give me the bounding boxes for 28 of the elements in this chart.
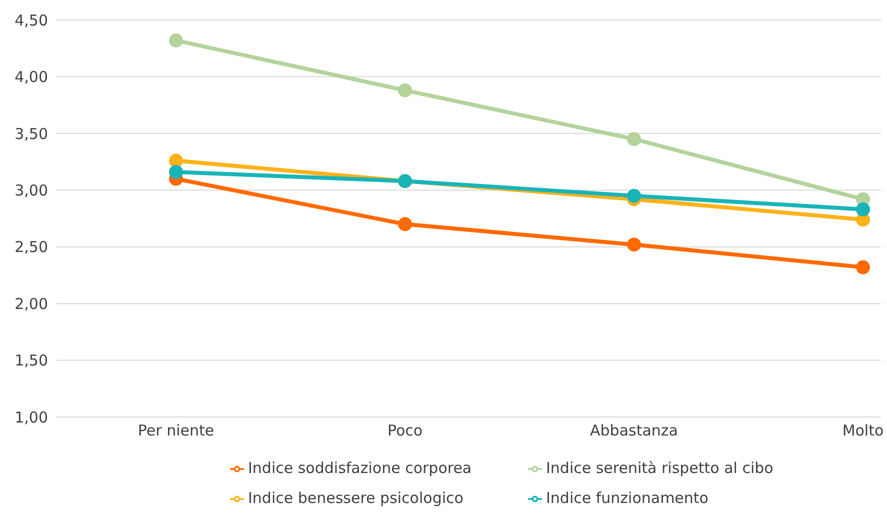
y-tick-label: 3,00 xyxy=(14,181,48,200)
point xyxy=(169,164,183,179)
point xyxy=(627,238,641,252)
y-tick-label: 1,00 xyxy=(14,408,48,426)
x-tick-label: Molto xyxy=(842,422,884,440)
y-tick-label: 2,50 xyxy=(14,238,48,256)
point xyxy=(627,132,641,146)
y-tick-label: 4,50 xyxy=(14,11,48,30)
point xyxy=(627,188,641,203)
point xyxy=(398,83,412,98)
point xyxy=(856,202,870,216)
point xyxy=(169,154,183,168)
legend-label: Indice serenità rispetto al cibo xyxy=(546,458,774,479)
y-tick-label: 1,50 xyxy=(14,352,48,370)
legend-label: Indice soddisfazione corporea xyxy=(248,458,473,479)
y-tick-label: 3,50 xyxy=(14,124,48,143)
legend-label: Indice funzionamento xyxy=(546,488,710,509)
point xyxy=(398,217,412,232)
y-tick-label: 2,00 xyxy=(14,294,48,313)
point xyxy=(169,33,183,48)
x-tick-label: Per niente xyxy=(138,422,214,440)
y-tick-label: 4,00 xyxy=(14,68,48,86)
point xyxy=(856,260,870,274)
legend-label: Indice benessere psicologico xyxy=(248,488,464,509)
point xyxy=(856,192,870,206)
x-tick-label: Abbastanza xyxy=(590,422,678,440)
point xyxy=(856,212,870,227)
x-tick-label: Poco xyxy=(387,422,423,440)
